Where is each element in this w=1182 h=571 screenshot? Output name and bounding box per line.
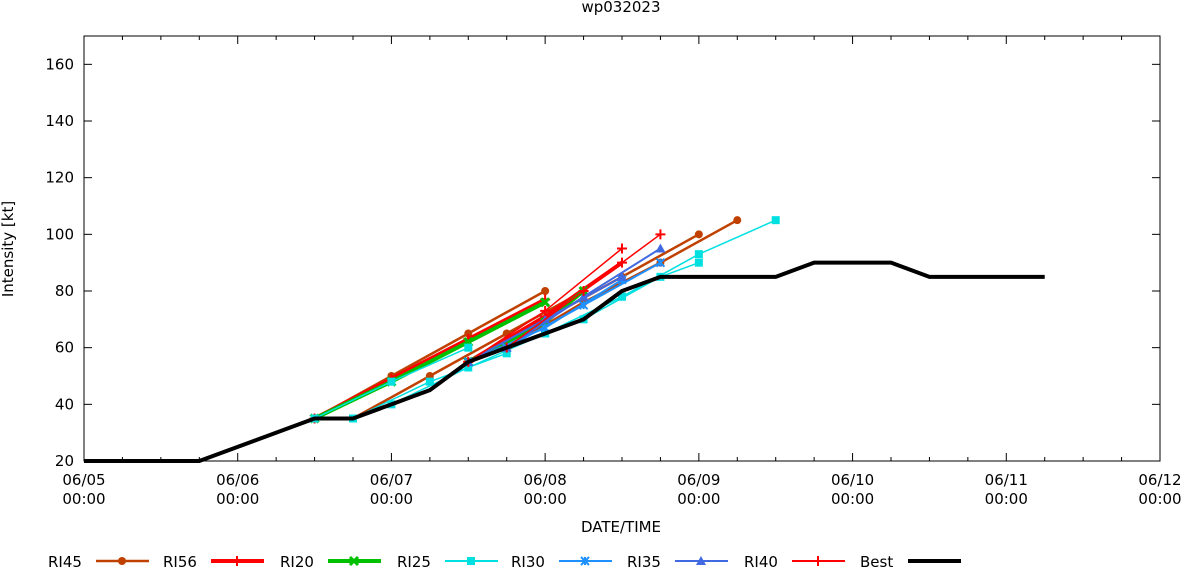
- data-point-ri25: [464, 363, 473, 372]
- legend-marker-ri30: [580, 556, 590, 566]
- data-point-ri25: [694, 258, 703, 267]
- legend-marker-ri25: [467, 557, 475, 565]
- data-point-ri20: [540, 297, 551, 308]
- data-point-ri35: [655, 243, 666, 253]
- x-tick-date: 06/09: [677, 471, 720, 489]
- x-axis-label: DATE/TIME: [581, 518, 661, 536]
- x-tick-date: 06/06: [216, 471, 259, 489]
- y-axis-label: Intensity [kt]: [0, 201, 17, 297]
- x-tick-date: 06/05: [62, 471, 105, 489]
- x-tick-date: 06/07: [370, 471, 413, 489]
- y-tick-label: 120: [45, 169, 74, 187]
- series-line-ri20: [313, 300, 547, 421]
- data-point-ri30: [578, 300, 589, 310]
- y-tick-label: 140: [45, 112, 74, 130]
- legend-marker-ri35: [696, 556, 706, 565]
- legend-marker-ri40: [813, 556, 823, 566]
- y-tick-label: 80: [55, 282, 74, 300]
- data-point-ri35: [578, 291, 589, 301]
- data-point-ri30: [655, 257, 666, 268]
- x-tick-date: 06/08: [524, 471, 567, 489]
- data-point-ri45: [464, 329, 473, 338]
- x-tick-time: 00:00: [1138, 490, 1181, 508]
- x-tick-time: 00:00: [985, 490, 1028, 508]
- x-tick-date: 06/11: [985, 471, 1028, 489]
- data-point-ri40: [540, 305, 551, 316]
- data-point-ri25: [502, 349, 511, 358]
- x-tick-time: 00:00: [62, 490, 105, 508]
- data-point-ri40: [655, 229, 666, 240]
- data-point-ri40: [617, 243, 627, 254]
- data-point-ri25: [694, 250, 703, 259]
- y-tick-label: 60: [55, 339, 74, 357]
- x-tick-time: 00:00: [524, 490, 567, 508]
- data-point-ri45: [733, 216, 742, 225]
- legend-label: RI25: [397, 553, 431, 567]
- data-point-ri25: [464, 343, 473, 352]
- x-tick-date: 06/10: [831, 471, 874, 489]
- y-tick-label: 160: [45, 55, 74, 73]
- legend-label: RI20: [280, 553, 314, 567]
- legend-label: RI45: [48, 553, 82, 567]
- legend-label: Best: [860, 553, 893, 567]
- legend-label: RI56: [163, 553, 197, 567]
- x-tick-date: 06/12: [1138, 471, 1181, 489]
- legend-label: RI30: [511, 553, 545, 567]
- data-point-ri35: [617, 271, 627, 281]
- legend-label: RI40: [744, 553, 778, 567]
- series-line-ri40: [467, 247, 623, 363]
- legend-marker-ri45: [118, 557, 126, 565]
- data-point-ri45: [694, 230, 703, 239]
- legend-marker-ri56: [232, 556, 242, 566]
- data-point-ri25: [425, 377, 434, 386]
- x-tick-time: 00:00: [831, 490, 874, 508]
- chart-title: wp032023: [581, 0, 660, 16]
- data-point-ri45: [541, 287, 550, 295]
- series-line-best: [84, 260, 1045, 463]
- series-line-ri25: [583, 261, 700, 320]
- x-tick-time: 00:00: [677, 490, 720, 508]
- data-point-ri25: [771, 216, 780, 225]
- data-point-ri25: [618, 292, 626, 301]
- y-tick-label: 40: [55, 395, 74, 413]
- data-point-ri40: [578, 286, 589, 296]
- x-tick-time: 00:00: [370, 490, 413, 508]
- series-best: [84, 260, 1045, 463]
- x-tick-time: 00:00: [216, 490, 259, 508]
- y-tick-label: 20: [55, 452, 74, 470]
- data-point-ri25: [387, 377, 396, 386]
- legend-label: RI35: [627, 553, 661, 567]
- y-tick-label: 100: [45, 225, 74, 243]
- legend-marker-ri20: [348, 555, 360, 567]
